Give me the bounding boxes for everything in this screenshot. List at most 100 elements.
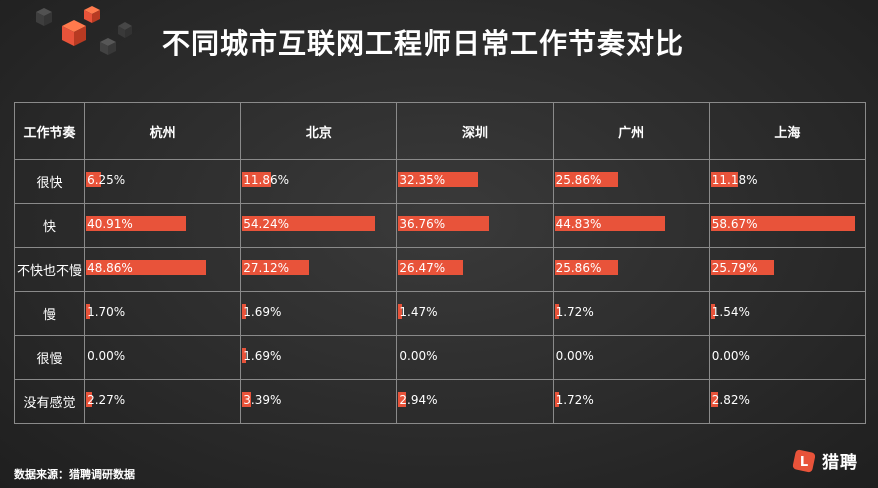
value-bar (86, 172, 102, 187)
value-cell: 11.18% (708, 159, 867, 204)
value-bar (242, 304, 247, 319)
value-bar (398, 216, 489, 231)
value-cell: 1.69% (240, 335, 398, 380)
value-label: 2.27% (87, 393, 126, 407)
value-label: 0.00% (555, 349, 594, 363)
value-bar (398, 304, 403, 319)
value-label: 26.47% (399, 261, 446, 275)
column-header-hangzhou: 杭州 (84, 102, 242, 160)
value-cell: 1.47% (396, 291, 554, 336)
value-cell: 27.12% (240, 247, 398, 292)
value-bar (554, 392, 559, 407)
value-cell: 44.83% (552, 203, 710, 248)
value-cell: 6.25% (84, 159, 242, 204)
value-label: 3.39% (243, 393, 282, 407)
value-label: 1.72% (555, 305, 594, 319)
table-row: 不快也不慢 48.86% 27.12% 26.47% 25.86% 25.79% (13, 247, 867, 292)
value-bar (398, 260, 464, 275)
brand-name: 猎聘 (822, 453, 858, 473)
value-cell: 36.76% (396, 203, 554, 248)
cubes-logo-icon (36, 6, 132, 55)
liepin-logo-icon: L (792, 449, 816, 472)
value-bar (242, 348, 247, 363)
value-bar (710, 392, 718, 407)
value-cell: 0.00% (552, 335, 710, 380)
value-label: 2.94% (399, 393, 438, 407)
value-cell: 26.47% (396, 247, 554, 292)
value-cell: 1.72% (552, 379, 710, 424)
row-label: 快 (13, 203, 86, 248)
value-bar (398, 392, 406, 407)
value-label: 1.69% (243, 349, 282, 363)
corner-header: 工作节奏 (13, 102, 86, 160)
column-header-guangzhou: 广州 (552, 102, 710, 160)
value-cell: 25.79% (708, 247, 867, 292)
value-bar (242, 260, 309, 275)
row-label: 慢 (13, 291, 86, 336)
value-cell: 2.27% (84, 379, 242, 424)
value-cell: 1.70% (84, 291, 242, 336)
value-bar (86, 216, 187, 231)
value-label: 25.86% (555, 173, 602, 187)
row-label: 不快也不慢 (13, 247, 86, 292)
value-label: 1.54% (711, 305, 750, 319)
value-bar (86, 392, 92, 407)
value-label: 1.70% (87, 305, 126, 319)
value-cell: 0.00% (84, 335, 242, 380)
value-bar (554, 304, 559, 319)
value-bar (710, 304, 715, 319)
value-label: 0.00% (87, 349, 126, 363)
value-cell: 32.35% (396, 159, 554, 204)
column-header-shenzhen: 深圳 (396, 102, 554, 160)
table-row: 没有感觉 2.27% 3.39% 2.94% 1.72% 2.82% (13, 379, 867, 424)
table-row: 慢 1.70% 1.69% 1.47% 1.72% 1.54% (13, 291, 867, 336)
value-label: 1.72% (555, 393, 594, 407)
value-cell: 54.24% (240, 203, 398, 248)
value-label: 32.35% (399, 173, 446, 187)
value-bar (86, 260, 206, 275)
value-label: 27.12% (243, 261, 290, 275)
value-cell: 1.72% (552, 291, 710, 336)
value-label: 0.00% (399, 349, 438, 363)
row-label: 没有感觉 (13, 379, 86, 424)
header-row: 工作节奏 杭州 北京 深圳 广州 上海 (13, 102, 867, 160)
value-cell: 3.39% (240, 379, 398, 424)
page-title: 不同城市互联网工程师日常工作节奏对比 (162, 27, 685, 60)
row-label: 很快 (13, 159, 86, 204)
value-label: 2.82% (711, 393, 750, 407)
column-header-beijing: 北京 (240, 102, 398, 160)
value-cell: 48.86% (84, 247, 242, 292)
table-row: 快 40.91% 54.24% 36.76% 44.83% 58.67% (13, 203, 867, 248)
value-bar (86, 304, 91, 319)
value-bar (554, 260, 619, 275)
table-row: 很快 6.25% 11.86% 32.35% 25.86% 11.18% (13, 159, 867, 204)
value-cell: 1.54% (708, 291, 867, 336)
value-label: 25.86% (555, 261, 602, 275)
value-cell: 58.67% (708, 203, 867, 248)
rhythm-table: 工作节奏 杭州 北京 深圳 广州 上海 很快 6.25% 11.86% 32.35% 2… (13, 102, 867, 424)
value-cell: 25.86% (552, 247, 710, 292)
value-bar (242, 392, 251, 407)
value-bar (710, 216, 855, 231)
value-bar (554, 216, 665, 231)
value-label: 40.91% (87, 217, 133, 231)
value-label: 44.83% (555, 217, 602, 231)
value-cell: 2.82% (708, 379, 867, 424)
value-cell: 2.94% (396, 379, 554, 424)
value-bar (242, 172, 272, 187)
value-cell: 25.86% (552, 159, 710, 204)
value-label: 6.25% (87, 173, 126, 187)
value-cell: 11.86% (240, 159, 398, 204)
brand-logo: L 猎聘 (792, 448, 858, 473)
brand-logo-letter: L (800, 455, 808, 470)
value-bar (710, 172, 739, 187)
value-bar (710, 260, 775, 275)
value-label: 11.18% (711, 173, 758, 187)
value-label: 0.00% (711, 349, 750, 363)
value-bar (554, 172, 619, 187)
value-label: 48.86% (87, 261, 133, 275)
value-cell: 1.69% (240, 291, 398, 336)
value-label: 58.67% (711, 217, 758, 231)
row-label: 很慢 (13, 335, 86, 380)
value-cell: 0.00% (396, 335, 554, 380)
